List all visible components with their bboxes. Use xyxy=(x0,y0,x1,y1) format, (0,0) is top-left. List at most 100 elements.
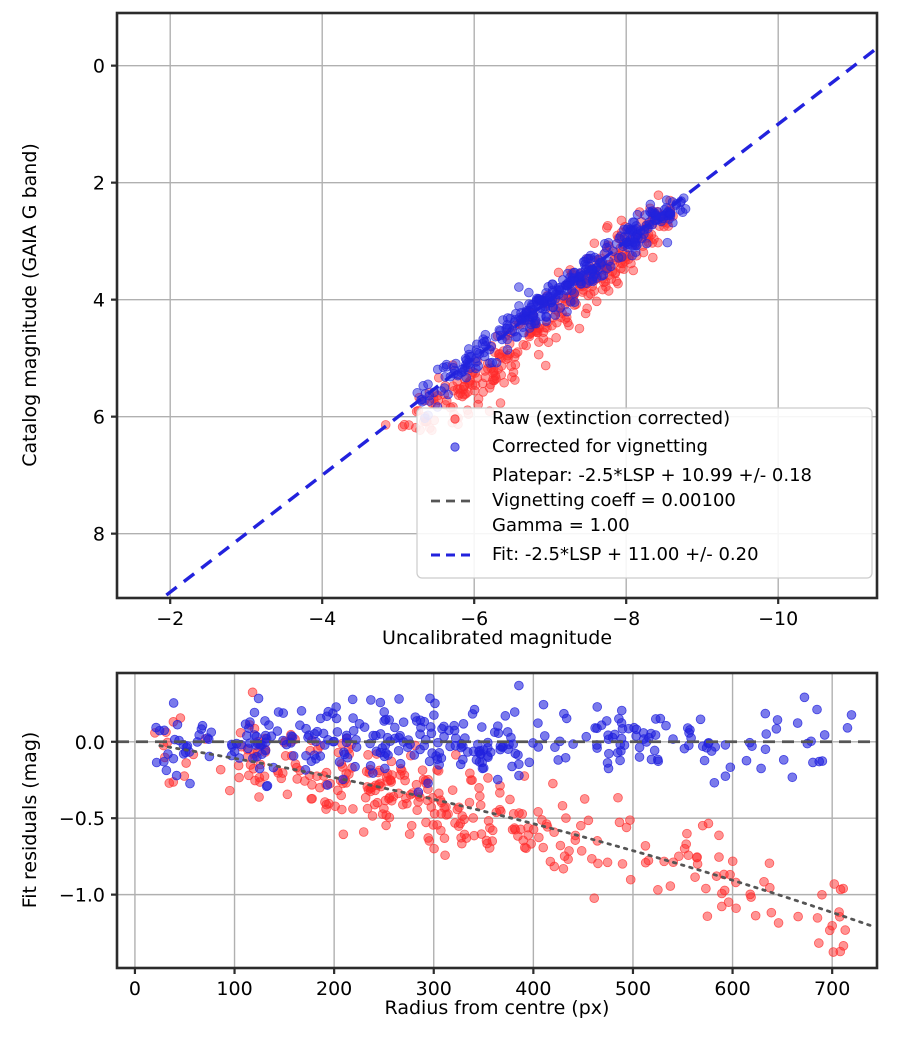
data-point xyxy=(306,756,317,767)
data-point xyxy=(429,843,439,854)
data-point xyxy=(278,708,289,718)
data-point xyxy=(725,762,736,773)
data-point xyxy=(524,287,534,298)
data-point xyxy=(764,882,775,893)
data-point xyxy=(543,337,554,348)
data-point xyxy=(451,358,461,369)
data-point xyxy=(840,925,851,935)
x-tick-label: 600 xyxy=(714,978,750,1000)
x-tick-label: 400 xyxy=(515,978,551,1000)
data-point xyxy=(616,252,627,262)
data-point xyxy=(358,827,369,837)
data-point xyxy=(761,729,772,739)
data-point xyxy=(533,718,543,728)
data-point xyxy=(436,386,447,396)
data-point xyxy=(439,833,450,844)
data-point xyxy=(555,840,566,851)
bottom-scatter-corrected xyxy=(151,680,857,797)
data-point xyxy=(524,757,535,768)
data-point xyxy=(412,388,423,398)
data-point xyxy=(615,263,626,274)
top-y-ticks: 0 2 4 6 8 xyxy=(93,56,117,546)
data-point xyxy=(243,770,254,781)
data-point xyxy=(322,780,333,790)
data-point xyxy=(533,349,544,360)
legend-label: Raw (extinction corrected) xyxy=(492,408,730,429)
data-point xyxy=(551,332,561,343)
data-point xyxy=(842,723,853,733)
data-point xyxy=(602,220,613,231)
data-point xyxy=(514,282,524,292)
data-point xyxy=(453,821,464,831)
data-point xyxy=(432,754,443,765)
data-point xyxy=(359,722,370,732)
data-point xyxy=(476,722,487,732)
data-point xyxy=(684,728,694,738)
data-point xyxy=(665,881,676,891)
data-point xyxy=(653,885,663,895)
data-point xyxy=(616,705,627,716)
data-point xyxy=(701,883,711,894)
x-tick-label: 700 xyxy=(814,978,850,1000)
x-tick-label: −8 xyxy=(612,608,640,630)
top-panel: −2 −4 −6 −8 −10 0 2 4 6 8 Uncalibrated magnitude… xyxy=(19,11,879,649)
data-point xyxy=(458,381,469,392)
x-tick-label: 100 xyxy=(216,978,252,1000)
data-point xyxy=(592,702,603,712)
data-point xyxy=(171,770,182,781)
data-point xyxy=(514,770,524,781)
data-point xyxy=(648,252,658,263)
data-point xyxy=(483,816,494,826)
data-point xyxy=(429,710,439,720)
data-point xyxy=(625,224,636,235)
data-point xyxy=(829,879,840,889)
data-point xyxy=(394,694,404,704)
data-point xyxy=(395,730,405,741)
data-point xyxy=(425,693,435,704)
data-point xyxy=(503,353,513,363)
x-tick-label: 500 xyxy=(615,978,651,1000)
data-point xyxy=(510,375,520,385)
data-point xyxy=(649,745,660,756)
data-point xyxy=(662,237,673,248)
data-point xyxy=(714,830,724,841)
data-point xyxy=(347,694,358,705)
data-point xyxy=(650,730,661,740)
data-point xyxy=(261,781,272,792)
legend-box xyxy=(416,407,873,579)
data-point xyxy=(819,730,830,740)
data-point xyxy=(441,810,452,820)
data-point xyxy=(398,717,409,727)
data-point xyxy=(601,281,611,292)
x-tick-label: 0 xyxy=(129,978,141,1000)
data-point xyxy=(695,714,706,725)
top-ylabel: Catalog magnitude (GAIA G band) xyxy=(19,143,41,467)
data-point xyxy=(472,339,482,350)
data-point xyxy=(242,730,252,741)
data-point xyxy=(474,757,485,767)
data-point xyxy=(337,804,347,815)
data-point xyxy=(601,716,612,726)
data-point xyxy=(634,742,645,753)
legend-label: Vignetting coeff = 0.00100 xyxy=(492,490,736,511)
data-point xyxy=(436,825,446,836)
bottom-x-ticks: 0 100 200 300 400 500 600 700 xyxy=(129,968,850,1000)
data-point xyxy=(296,706,307,716)
data-point xyxy=(196,724,207,734)
data-point xyxy=(478,387,488,397)
data-point xyxy=(759,876,769,887)
legend-label: Corrected for vignetting xyxy=(492,436,708,457)
data-point xyxy=(254,763,265,774)
data-point xyxy=(469,704,480,715)
data-point xyxy=(675,205,686,215)
data-point xyxy=(509,707,520,717)
data-point xyxy=(491,373,501,384)
data-point xyxy=(533,806,543,817)
data-point xyxy=(257,749,267,759)
data-point xyxy=(553,755,564,765)
data-point xyxy=(379,707,390,717)
data-point xyxy=(334,757,345,767)
data-point xyxy=(846,710,857,720)
data-point xyxy=(629,722,639,733)
